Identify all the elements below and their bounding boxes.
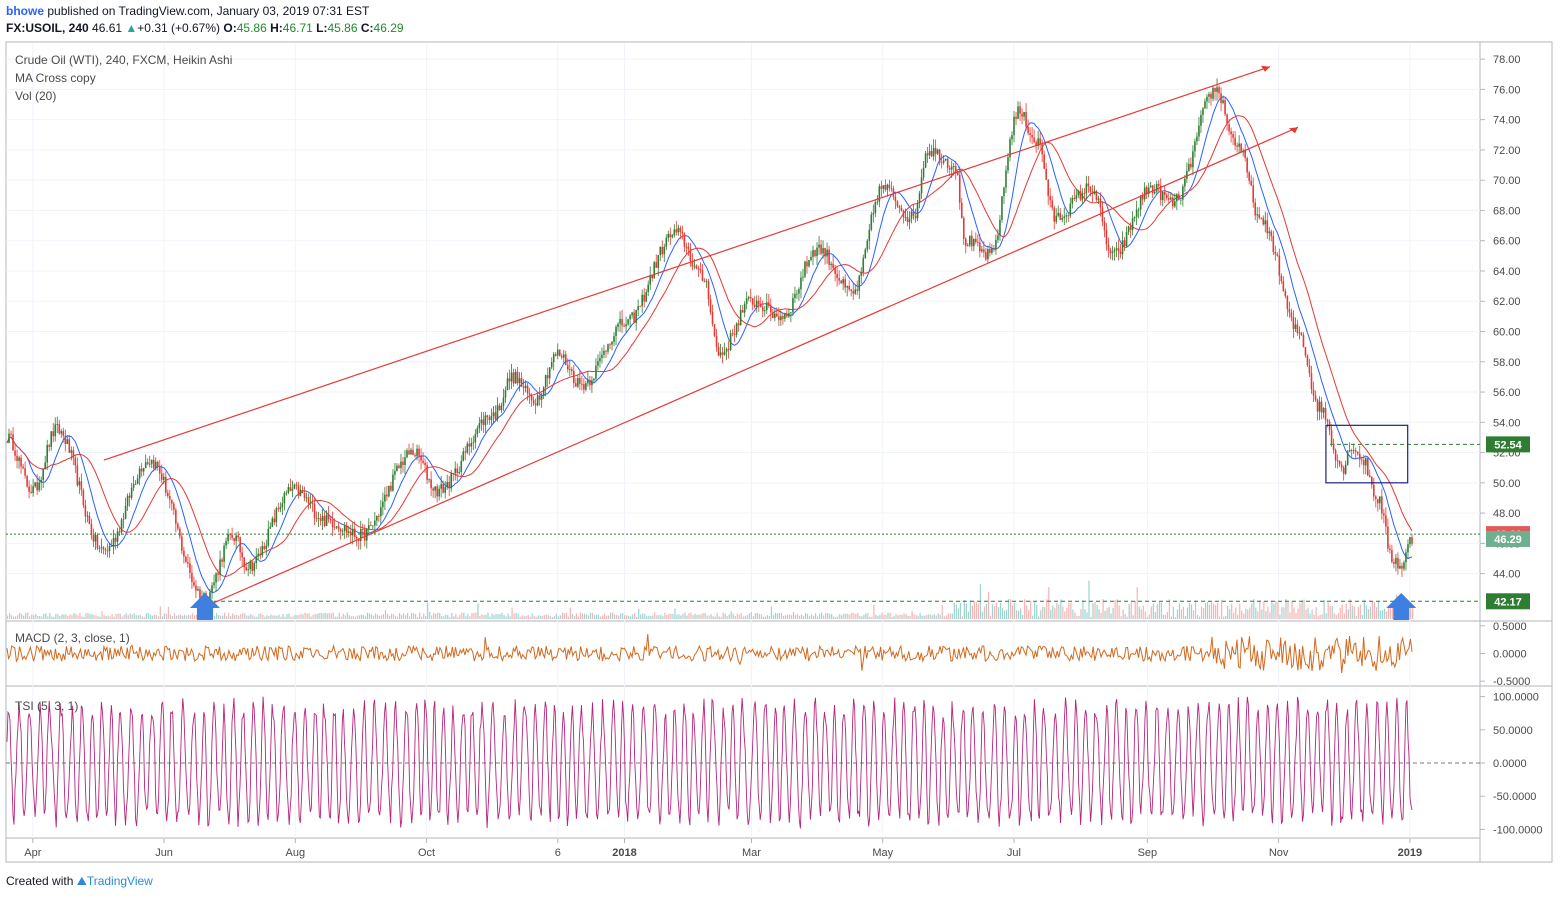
heikin-ashi-candles	[8, 78, 1413, 607]
price-badge-label: 52.54	[1494, 439, 1522, 451]
open-label: O:	[223, 21, 237, 35]
price-tick-label: 64.00	[1493, 266, 1521, 278]
macd-line	[6, 634, 1413, 674]
close-label: C:	[360, 21, 374, 35]
consolidation-rectangle	[1325, 424, 1409, 484]
tsi-line	[6, 696, 1480, 829]
grid	[6, 44, 1480, 838]
price-tick-label: 62.00	[1493, 296, 1521, 308]
price-badge	[1486, 593, 1530, 610]
high-label: H:	[270, 21, 283, 35]
price-badge-label: 42.17	[1494, 596, 1522, 608]
macd-legend[interactable]: MACD (2, 3, close, 1)	[15, 631, 130, 645]
price-badge-label: 46.29	[1494, 534, 1522, 546]
tsi-tick-label: -50.0000	[1493, 791, 1536, 803]
tsi-legend[interactable]: TSI (5, 3, 1)	[15, 699, 79, 713]
close-value: 46.29	[373, 21, 404, 35]
tsi-tick-label: 100.0000	[1493, 692, 1539, 704]
price-tick-label: 50.00	[1493, 478, 1521, 490]
price-tick-label: 54.00	[1493, 417, 1521, 429]
price-change: +0.31 (+0.67%)	[137, 21, 221, 35]
time-tick-label: May	[872, 847, 893, 859]
time-tick-label: Aug	[286, 847, 306, 859]
tsi-tick-label: -100.0000	[1493, 824, 1543, 836]
tsi-tick-label: 0.0000	[1493, 758, 1527, 770]
high-value: 46.71	[282, 21, 313, 35]
symbol-line: FX:USOIL, 240 46.61 ▲+0.31 (+0.67%) O:45…	[6, 21, 404, 35]
horizontal-levels	[6, 443, 1480, 602]
time-tick-label: Apr	[24, 847, 41, 859]
price-tick-label: 68.00	[1493, 205, 1521, 217]
up-triangle-icon: ▲	[125, 21, 138, 35]
macd-tick-label: 0.0000	[1493, 649, 1527, 661]
footer: Created with ⛰TradingView	[6, 874, 153, 889]
last-price: 46.61	[92, 21, 123, 35]
tradingview-link[interactable]: TradingView	[86, 874, 153, 888]
price-tick-label: 74.00	[1493, 115, 1521, 127]
channel-lower-arrowhead-icon	[1288, 127, 1298, 134]
up-arrow-icon	[1386, 593, 1417, 620]
channel-upper-arrowhead-icon	[1260, 65, 1270, 72]
consolidation-box[interactable]	[1325, 424, 1409, 484]
time-tick-label: Jul	[1007, 847, 1021, 859]
macd-tick-label: -0.5000	[1493, 676, 1530, 688]
time-axis[interactable]: Apr Jun Aug Oct 6 2018 Mar May Jul Sep Nov 2019	[24, 838, 1422, 859]
open-value: 45.86	[236, 21, 267, 35]
vol-legend[interactable]: Vol (20)	[15, 89, 57, 103]
price-tick-label: 60.00	[1493, 327, 1521, 339]
price-tick-label: 70.00	[1493, 175, 1521, 187]
price-tick-label: 44.00	[1493, 569, 1521, 581]
time-tick-label: 6	[555, 847, 561, 859]
tsi-path	[6, 696, 1413, 829]
arrow-markers[interactable]	[189, 593, 1417, 620]
time-tick-label: Mar	[742, 847, 761, 859]
author-link[interactable]: bhowe	[6, 4, 44, 18]
trend-channel[interactable]	[103, 65, 1299, 605]
main-legend[interactable]: Crude Oil (WTI), 240, FXCM, Heikin Ashi	[15, 53, 233, 67]
macd-path	[6, 634, 1413, 674]
time-tick-label: 2018	[612, 847, 636, 859]
low-value: 45.86	[327, 21, 358, 35]
moving-average-line	[6, 96, 1413, 593]
price-tick-label: 48.00	[1493, 508, 1521, 520]
price-tick-label: 58.00	[1493, 357, 1521, 369]
price-tick-label: 56.00	[1493, 387, 1521, 399]
time-tick-label: Nov	[1269, 847, 1289, 859]
price-tick-label: 66.00	[1493, 236, 1521, 248]
price-tick-label: 76.00	[1493, 84, 1521, 96]
macd-tick-label: 0.5000	[1493, 621, 1527, 633]
price-badge	[1486, 530, 1530, 547]
symbol-label: FX:USOIL, 240	[6, 21, 89, 35]
up-arrow-icon	[189, 593, 220, 620]
time-tick-label: 2019	[1398, 847, 1422, 859]
channel-lower-line	[211, 126, 1299, 605]
time-tick-label: Sep	[1138, 847, 1158, 859]
price-badge	[1486, 436, 1530, 453]
price-tick-label: 72.00	[1493, 145, 1521, 157]
volume-bars	[7, 580, 1414, 619]
low-label: L:	[316, 21, 328, 35]
created-with-text: Created with	[6, 874, 74, 888]
moving-average-line	[6, 115, 1413, 578]
ma-legend[interactable]: MA Cross copy	[15, 71, 96, 85]
moving-averages	[6, 96, 1413, 593]
tradingview-logo-icon: ⛰	[76, 874, 87, 888]
chart-frame	[5, 41, 1553, 863]
tsi-tick-label: 50.0000	[1493, 725, 1533, 737]
time-tick-label: Jun	[155, 847, 173, 859]
publish-line: bhowe published on TradingView.com, Janu…	[6, 4, 369, 18]
channel-upper-line	[103, 66, 1271, 461]
time-tick-label: Oct	[418, 847, 435, 859]
price-tick-label: 78.00	[1493, 54, 1521, 66]
publish-text: published on TradingView.com, January 03…	[47, 4, 370, 18]
